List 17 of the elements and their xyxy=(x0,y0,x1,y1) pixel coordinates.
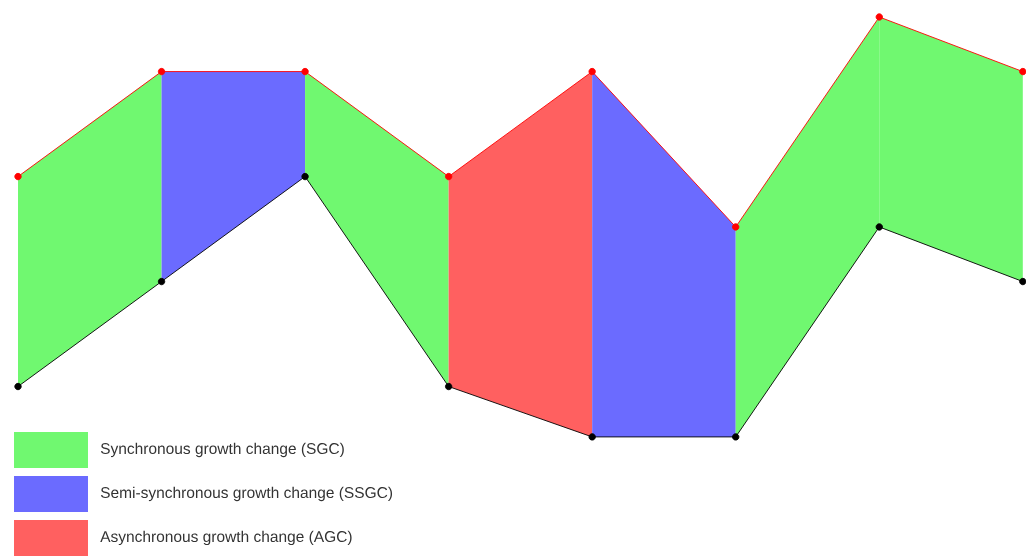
point xyxy=(301,67,309,76)
point xyxy=(732,433,740,441)
point xyxy=(588,67,596,76)
point xyxy=(157,277,166,286)
point xyxy=(14,382,22,391)
point xyxy=(588,433,596,441)
point xyxy=(157,67,166,76)
point xyxy=(444,382,453,391)
point xyxy=(14,172,22,181)
text: Semi-synchronous growth change (SSGC) xyxy=(100,486,393,502)
text: Asynchronous growth change (AGC) xyxy=(100,530,352,546)
point xyxy=(301,172,309,181)
point xyxy=(875,13,883,21)
text: Synchronous growth change (SGC) xyxy=(100,442,344,458)
point xyxy=(444,172,453,181)
point xyxy=(732,223,740,231)
point xyxy=(875,223,883,231)
